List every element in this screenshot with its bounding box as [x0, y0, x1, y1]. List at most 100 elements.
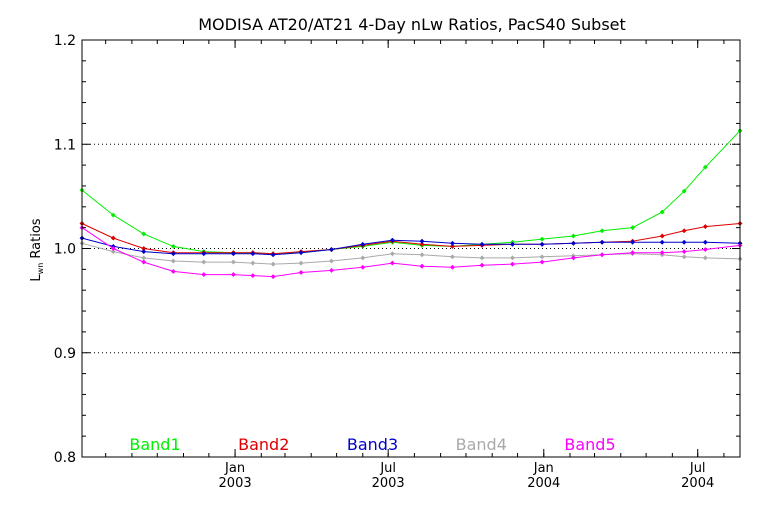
data-point: [449, 254, 455, 260]
data-point: [270, 261, 276, 267]
y-axis-label-main: L: [29, 274, 44, 282]
series-band3: [79, 235, 743, 258]
data-point: [702, 246, 708, 253]
data-point: [659, 209, 665, 215]
y-axis-label: Lwn Ratios: [29, 218, 45, 281]
y-tick-label: 1.0: [54, 242, 76, 258]
data-point: [630, 250, 636, 256]
data-point: [298, 260, 304, 266]
series-line: [81, 237, 741, 256]
data-point: [570, 240, 576, 246]
data-point: [170, 268, 176, 274]
data-point: [681, 249, 687, 255]
data-point: [328, 258, 335, 264]
x-tick-year: 2004: [681, 476, 714, 491]
data-point: [141, 231, 147, 237]
data-point: [389, 260, 395, 266]
data-point: [630, 239, 636, 245]
data-point: [230, 259, 236, 265]
legend-entry: Band4: [456, 435, 507, 454]
y-tick-label: 1.2: [54, 33, 76, 49]
data-point: [419, 263, 425, 269]
data-point: [250, 260, 256, 266]
data-point: [479, 255, 485, 261]
data-point: [681, 188, 687, 194]
data-point: [250, 251, 256, 257]
data-point: [570, 255, 576, 261]
series-line: [81, 223, 741, 255]
x-tick-year: 2003: [372, 476, 405, 491]
data-point: [298, 269, 304, 276]
data-point: [539, 254, 545, 260]
data-point: [230, 251, 236, 257]
series-line: [81, 242, 741, 265]
data-point: [389, 237, 395, 243]
data-point: [110, 212, 116, 218]
data-point: [702, 164, 708, 170]
series-line: [81, 227, 741, 278]
data-point: [230, 272, 236, 278]
data-point: [570, 233, 576, 239]
data-point: [659, 239, 665, 245]
data-point: [702, 255, 708, 261]
series-group: [79, 128, 743, 280]
legend-entry: Band3: [347, 435, 398, 454]
data-point: [360, 264, 366, 270]
data-point: [201, 259, 207, 265]
data-point: [702, 239, 708, 245]
y-axis-label-rest: Ratios: [29, 218, 44, 263]
series-line: [81, 130, 741, 255]
data-point: [630, 225, 636, 231]
data-point: [360, 255, 366, 261]
data-point: [141, 259, 147, 265]
x-tick-year: 2003: [219, 476, 252, 491]
data-point: [659, 233, 665, 239]
data-point: [681, 239, 687, 245]
data-point: [449, 264, 455, 270]
data-point: [509, 261, 516, 267]
grid-lines: [82, 143, 740, 354]
series-band2: [79, 220, 743, 257]
x-tick-year: 2004: [527, 476, 560, 491]
x-tick-month: Jul: [379, 461, 396, 476]
data-point: [539, 259, 545, 265]
axes: 0.80.91.01.11.2Jan2003Jul2003Jan2004Jul2…: [54, 33, 740, 491]
y-axis-label-subscript: wn: [36, 263, 45, 275]
data-point: [270, 252, 276, 258]
x-tick-month: Jan: [533, 461, 554, 476]
data-point: [479, 262, 485, 268]
data-point: [360, 241, 366, 247]
data-point: [419, 252, 425, 258]
data-point: [201, 272, 207, 278]
legend-entry: Band2: [238, 435, 289, 454]
legend-entry: Band1: [129, 435, 180, 454]
data-point: [599, 252, 605, 258]
data-point: [509, 241, 516, 247]
data-point: [298, 250, 304, 256]
data-point: [328, 246, 335, 253]
data-point: [702, 224, 708, 230]
y-tick-label: 0.9: [54, 346, 76, 362]
x-tick-month: Jul: [689, 461, 706, 476]
data-point: [141, 255, 147, 261]
y-tick-label: 0.8: [54, 450, 76, 466]
data-point: [170, 258, 176, 264]
data-point: [170, 251, 176, 257]
data-point: [659, 250, 665, 256]
data-point: [250, 273, 256, 279]
chart-title: MODISA AT20/AT21 4-Day nLw Ratios, PacS4…: [198, 15, 626, 34]
legend: Band1 Band2 Band3 Band4 Band5: [129, 435, 615, 454]
legend-entry: Band5: [564, 435, 615, 454]
data-point: [141, 249, 147, 255]
data-point: [110, 235, 116, 241]
data-point: [509, 255, 516, 261]
data-point: [599, 239, 605, 245]
data-point: [389, 251, 395, 257]
data-point: [201, 251, 207, 257]
data-point: [599, 228, 605, 234]
x-tick-month: Jan: [224, 461, 245, 476]
series-band4: [79, 240, 743, 267]
data-point: [681, 228, 687, 234]
series-band5: [79, 225, 743, 280]
